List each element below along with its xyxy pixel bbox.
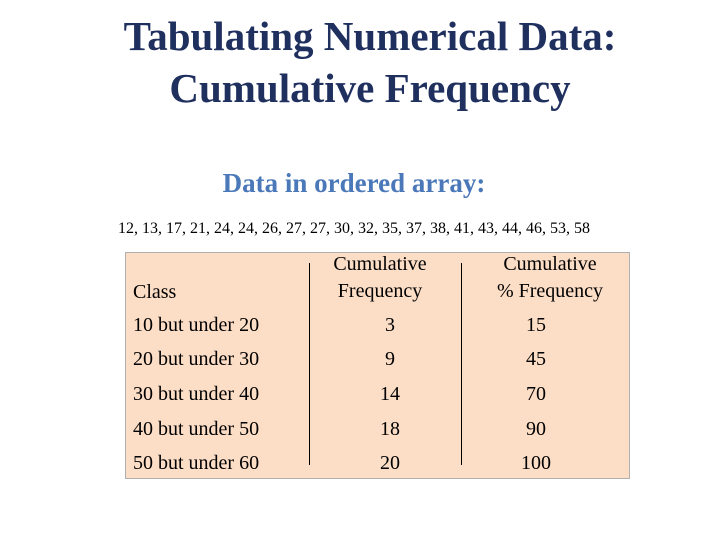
row-cumulative-frequency: 3 — [385, 314, 395, 336]
row-cumulative-percent: 90 — [526, 418, 546, 440]
row-cumulative-percent: 100 — [521, 452, 551, 474]
slide-title-line-1: Tabulating Numerical Data: — [123, 13, 617, 59]
table-divider-right — [461, 263, 462, 465]
header-cumulative-percent-line-2: % Frequency — [496, 280, 604, 302]
ordered-array-text: 12, 13, 17, 21, 24, 24, 26, 27, 27, 30, … — [118, 220, 590, 237]
row-cumulative-frequency: 18 — [380, 418, 400, 440]
header-cumulative-frequency-line-2: Frequency — [337, 280, 423, 302]
row-cumulative-percent: 45 — [526, 348, 546, 370]
header-cumulative-frequency-line-1: Cumulative — [333, 253, 427, 275]
header-cumulative-percent-line-1: Cumulative — [503, 253, 597, 275]
row-class-label: 10 but under 20 — [133, 314, 260, 336]
row-cumulative-frequency: 9 — [385, 348, 395, 370]
row-cumulative-percent: 70 — [526, 383, 546, 405]
header-class: Class — [133, 281, 177, 303]
slide-title: Tabulating Numerical Data: Cumulative Fr… — [0, 10, 720, 114]
table-divider-left — [309, 263, 310, 465]
header-cumulative-frequency: Cumulative Frequency — [310, 252, 450, 303]
row-cumulative-percent: 15 — [526, 314, 546, 336]
row-cumulative-frequency: 20 — [380, 452, 400, 474]
row-class-label: 20 but under 30 — [133, 348, 260, 370]
row-class-label: 40 but under 50 — [133, 418, 260, 440]
slide-title-line-2: Cumulative Frequency — [169, 65, 571, 111]
row-class-label: 50 but under 60 — [133, 452, 260, 474]
section-subtitle: Data in ordered array: — [222, 168, 486, 198]
row-class-label: 30 but under 40 — [133, 383, 260, 405]
header-cumulative-percent-frequency: Cumulative % Frequency — [470, 252, 630, 303]
row-cumulative-frequency: 14 — [380, 383, 400, 405]
frequency-table — [125, 252, 630, 479]
